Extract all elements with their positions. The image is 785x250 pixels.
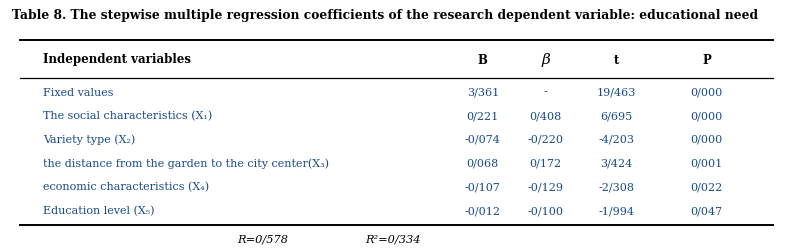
Text: economic characteristics (X₄): economic characteristics (X₄) <box>43 182 210 193</box>
Text: 0/001: 0/001 <box>690 159 723 169</box>
Text: -0/220: -0/220 <box>528 135 564 145</box>
Text: -0/107: -0/107 <box>465 182 501 192</box>
Text: -0/100: -0/100 <box>528 206 564 216</box>
Text: Education level (X₅): Education level (X₅) <box>43 206 155 216</box>
Text: 0/000: 0/000 <box>690 88 723 98</box>
Text: 3/361: 3/361 <box>466 88 499 98</box>
Text: 19/463: 19/463 <box>597 88 636 98</box>
Text: -2/308: -2/308 <box>598 182 634 192</box>
Text: Independent variables: Independent variables <box>43 54 192 66</box>
Text: 0/221: 0/221 <box>466 111 499 121</box>
Text: B: B <box>478 54 487 66</box>
Text: 3/424: 3/424 <box>600 159 633 169</box>
Text: R²=0/334: R²=0/334 <box>365 235 420 245</box>
Text: 0/000: 0/000 <box>690 135 723 145</box>
Text: -4/203: -4/203 <box>598 135 634 145</box>
Text: -1/994: -1/994 <box>598 206 634 216</box>
Text: P: P <box>702 54 711 66</box>
Text: β: β <box>541 53 550 67</box>
Text: 0/408: 0/408 <box>529 111 562 121</box>
Text: 0/172: 0/172 <box>530 159 561 169</box>
Text: -0/074: -0/074 <box>465 135 501 145</box>
Text: 0/047: 0/047 <box>691 206 722 216</box>
Text: R=0/578: R=0/578 <box>238 235 288 245</box>
Text: the distance from the garden to the city center(X₃): the distance from the garden to the city… <box>43 158 329 169</box>
Text: Table 8. The stepwise multiple regression coefficients of the research dependent: Table 8. The stepwise multiple regressio… <box>12 9 758 22</box>
Text: The social characteristics (X₁): The social characteristics (X₁) <box>43 111 213 122</box>
Text: 0/022: 0/022 <box>690 182 723 192</box>
Text: Fixed values: Fixed values <box>43 88 114 98</box>
Text: -0/012: -0/012 <box>465 206 501 216</box>
Text: Variety type (X₂): Variety type (X₂) <box>43 135 136 145</box>
Text: 0/000: 0/000 <box>690 111 723 121</box>
Text: -0/129: -0/129 <box>528 182 564 192</box>
Text: 6/695: 6/695 <box>600 111 633 121</box>
Text: t: t <box>614 54 619 66</box>
Text: -: - <box>544 88 547 98</box>
Text: 0/068: 0/068 <box>466 159 499 169</box>
